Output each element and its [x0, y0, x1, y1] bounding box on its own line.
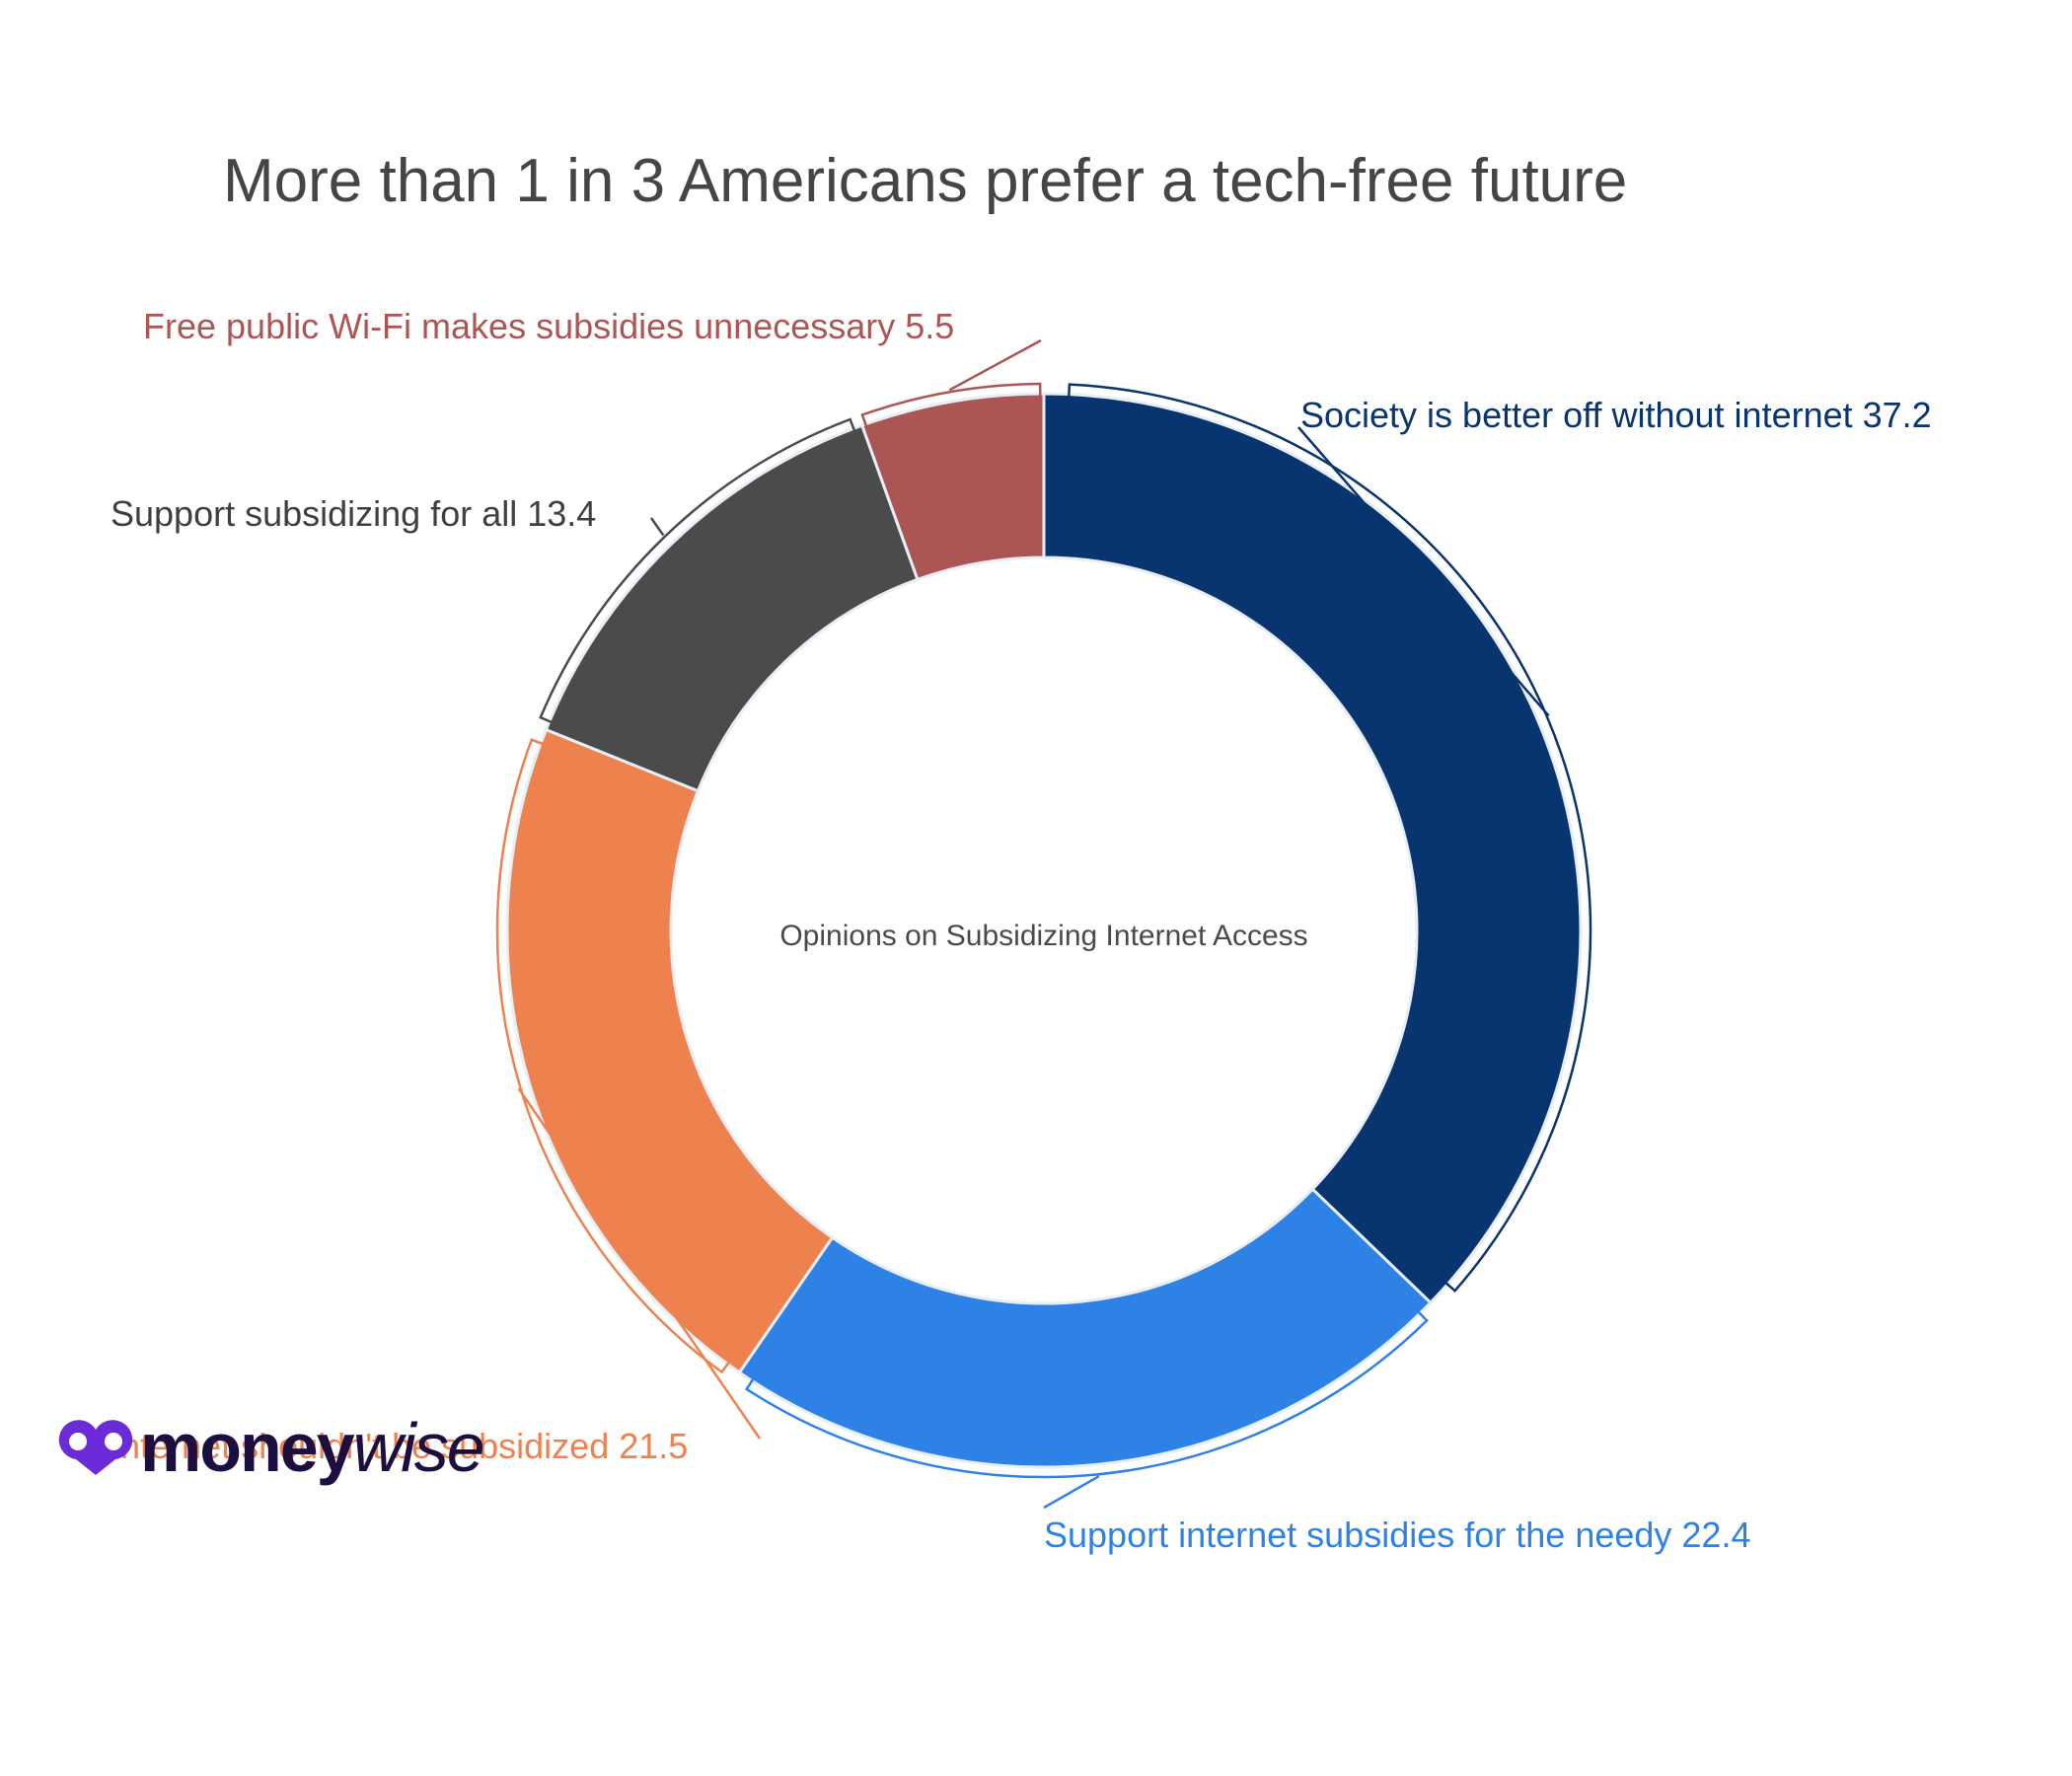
connector-internet-shouldn-t-be-subsidized	[517, 1087, 762, 1440]
connector-support-subsidizing-for-all	[649, 517, 665, 537]
center-label: Opinions on Subsidizing Internet Access	[779, 920, 1307, 952]
label-support-internet-subsidies-for-the-needy: Support internet subsidies for the needy…	[1044, 1515, 1750, 1555]
slices-layer	[505, 392, 1583, 1469]
leader-internet-shouldn-t-be-subsidized	[495, 738, 730, 1374]
chart-title: More than 1 in 3 Americans prefer a tech…	[223, 147, 1628, 215]
label-support-subsidizing-for-all: Support subsidizing for all 13.4	[111, 493, 596, 534]
slice-internet-shouldn-t-be-subsidized	[505, 727, 835, 1375]
slice-society-is-better-off-without-internet	[1042, 392, 1583, 1305]
connector-society-is-better-off-without-internet	[1297, 426, 1550, 717]
leader-free-public-wi-fi-makes-subsidies-unnecessary	[860, 382, 1042, 427]
labels-layer: Society is better off without internet 3…	[111, 306, 1932, 1555]
slice-support-internet-subsidies-for-the-needy	[737, 1187, 1433, 1469]
slice-free-public-wi-fi-makes-subsidies-unnecessary	[859, 392, 1046, 582]
connector-free-public-wi-fi-makes-subsidies-unnecessary	[948, 338, 1042, 392]
connector-support-internet-subsidies-for-the-needy	[1043, 1475, 1100, 1510]
leader-society-is-better-off-without-internet	[1068, 383, 1592, 1293]
logo-icon	[58, 1420, 133, 1475]
leader-support-subsidizing-for-all	[539, 417, 856, 724]
brand-logo: moneywise	[51, 1409, 485, 1486]
leader-support-internet-subsidies-for-the-needy	[744, 1310, 1429, 1479]
leaders-layer	[495, 338, 1592, 1510]
label-internet-shouldn-t-be-subsidized: Internet shouldn't be subsidized 21.5	[111, 1426, 688, 1466]
label-society-is-better-off-without-internet: Society is better off without internet 3…	[1300, 395, 1932, 435]
brand-wordmark: moneywise	[140, 1409, 485, 1486]
label-free-public-wi-fi-makes-subsidies-unnecessary: Free public Wi-Fi makes subsidies unnece…	[143, 306, 954, 346]
